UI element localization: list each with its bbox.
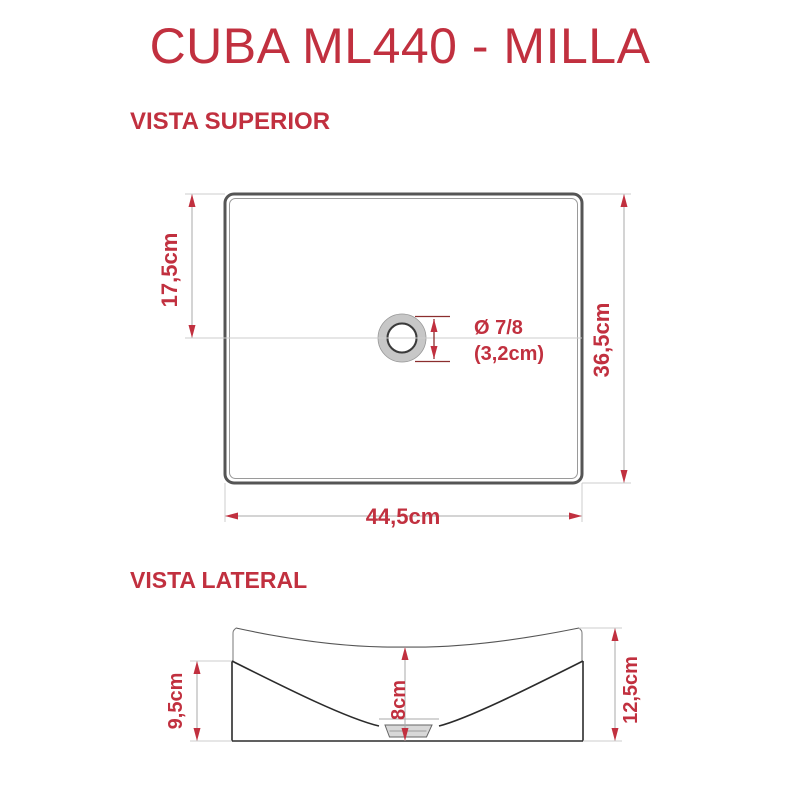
svg-text:36,5cm: 36,5cm — [589, 303, 614, 378]
svg-text:(3,2cm): (3,2cm) — [474, 343, 544, 365]
svg-text:CUBA ML440 - MILLA: CUBA ML440 - MILLA — [150, 18, 651, 74]
svg-text:VISTA LATERAL: VISTA LATERAL — [130, 567, 307, 593]
svg-text:8cm: 8cm — [388, 680, 410, 720]
svg-text:VISTA SUPERIOR: VISTA SUPERIOR — [130, 108, 330, 135]
svg-text:17,5cm: 17,5cm — [157, 233, 182, 308]
svg-text:44,5cm: 44,5cm — [366, 504, 441, 529]
svg-text:9,5cm: 9,5cm — [165, 673, 187, 730]
svg-text:Ø 7/8: Ø 7/8 — [474, 317, 523, 339]
svg-text:12,5cm: 12,5cm — [620, 656, 642, 724]
